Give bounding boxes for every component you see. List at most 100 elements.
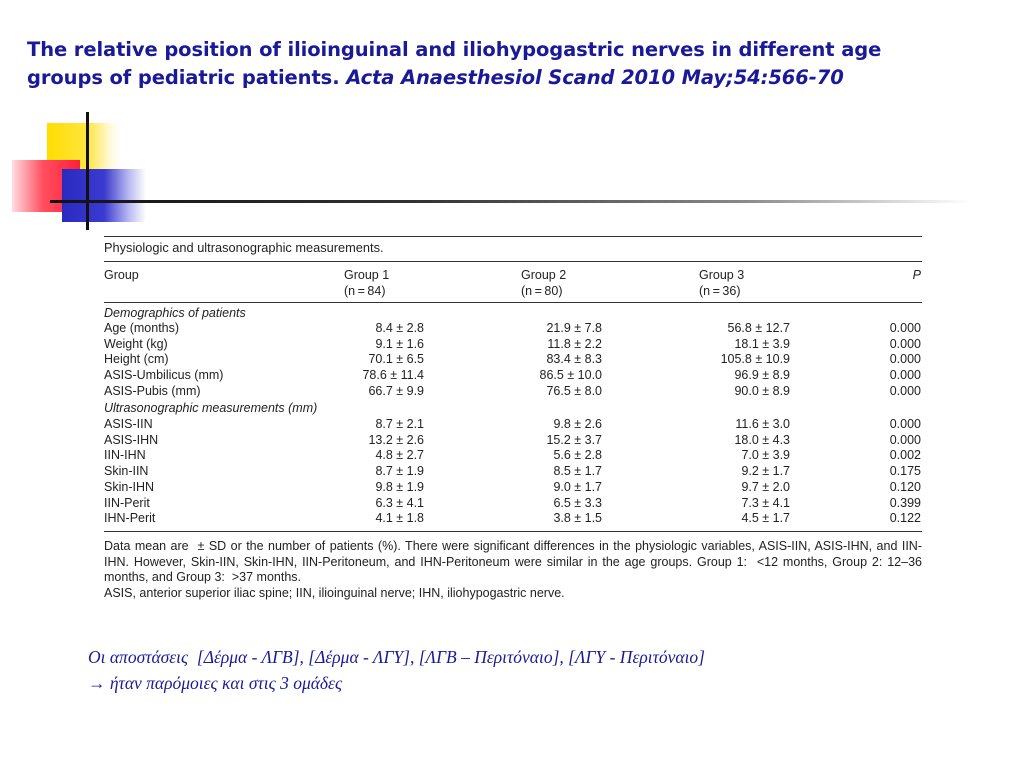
section-demographics: Demographics of patients — [104, 305, 922, 321]
p-value: 0.002 — [889, 448, 921, 463]
group2-value: 9.0 ± 1.7 — [553, 479, 602, 494]
p-value: 0.000 — [889, 352, 921, 367]
p-value: 0.000 — [889, 417, 921, 431]
group1-value: 4.8 ± 2.7 — [375, 448, 424, 463]
group3-value: 7.3 ± 4.1 — [741, 495, 790, 510]
header-rule — [104, 302, 922, 303]
title-text: groups of pediatric patients. — [27, 66, 347, 89]
group2-value: 3.8 ± 1.5 — [553, 511, 602, 526]
greek-line-1: Οι αποστάσεις [Δέρμα - ΛΓΒ], [Δέρμα - ΛΓ… — [88, 647, 705, 667]
group2-value: 5.6 ± 2.8 — [553, 448, 602, 463]
caption-rule — [104, 261, 922, 262]
table-row: ASIS-IHN 13.2 ± 2.6 15.2 ± 3.7 18.0 ± 4.3 0.… — [104, 432, 922, 448]
table-caption: Physiologic and ultrasonographic measure… — [104, 240, 384, 255]
group1-value: 4.1 ± 1.8 — [375, 511, 424, 526]
table-row: Age (months) 8.4 ± 2.8 21.9 ± 7.8 56.8 ± 12… — [104, 320, 922, 336]
table-row: Height (cm) 70.1 ± 6.5 83.4 ± 8.3 105.8 ± 1… — [104, 351, 922, 367]
header-n-row: (n = 84) (n = 80) (n = 36) — [104, 283, 922, 299]
group1-value: 8.4 ± 2.8 — [375, 321, 424, 335]
header-row: Group Group 1 Group 2 Group 3 P — [104, 267, 922, 283]
p-value: 0.000 — [889, 383, 921, 398]
vertical-divider — [86, 112, 89, 230]
group3-value: 4.5 ± 1.7 — [741, 511, 790, 526]
row-label: Age (months) — [104, 321, 180, 335]
decorative-bullet — [0, 0, 1024, 240]
p-value: 0.000 — [889, 368, 921, 383]
table-row: ASIS-Umbilicus (mm) 78.6 ± 11.4 86.5 ± 10.… — [104, 367, 922, 383]
row-label: ASIS-Umbilicus (mm) — [104, 368, 224, 383]
group3-value: 18.0 ± 4.3 — [734, 432, 790, 447]
group3-value: 96.9 ± 8.9 — [734, 368, 790, 383]
table-row: Skin-IIN 8.7 ± 1.9 8.5 ± 1.7 9.2 ± 1.7 0.175 — [104, 463, 922, 479]
row-label: IHN-Perit — [104, 511, 156, 526]
group1-value: 8.7 ± 2.1 — [375, 417, 424, 431]
table-footnote: Data mean are ± SD or the number of pati… — [104, 539, 922, 584]
p-value: 0.000 — [889, 321, 921, 335]
table-bottom-rule — [104, 531, 922, 532]
header-group: Group — [104, 268, 139, 282]
header-group1-n: (n = 84) — [344, 284, 386, 298]
table-row: Weight (kg) 9.1 ± 1.6 11.8 ± 2.2 18.1 ± 3.9… — [104, 336, 922, 352]
section-ultrasonographic: Ultrasonographic measurements (mm) — [104, 400, 922, 416]
group2-value: 9.8 ± 2.6 — [553, 417, 602, 431]
row-label: Height (cm) — [104, 352, 169, 367]
blue-square — [62, 169, 146, 222]
header-group1: Group 1 — [344, 268, 390, 282]
table-row: ASIS-IIN 8.7 ± 2.1 9.8 ± 2.6 11.6 ± 3.0 0.00… — [104, 416, 922, 432]
group2-value: 8.5 ± 1.7 — [553, 464, 602, 479]
group3-value: 9.2 ± 1.7 — [741, 464, 790, 479]
row-label: Skin-IHN — [104, 479, 155, 494]
table-top-rule — [104, 236, 922, 237]
row-label: ASIS-IHN — [104, 432, 159, 447]
title-line-1: The relative position of ilioinguinal an… — [27, 38, 882, 61]
group2-value: 6.5 ± 3.3 — [553, 495, 602, 510]
row-label: IIN-Perit — [104, 495, 150, 510]
group2-value: 21.9 ± 7.8 — [546, 321, 602, 335]
group1-value: 66.7 ± 9.9 — [368, 383, 424, 398]
header-p: P — [912, 268, 921, 282]
group1-value: 9.1 ± 1.6 — [375, 336, 424, 351]
p-value: 0.000 — [889, 336, 921, 351]
group2-value: 11.8 ± 2.2 — [547, 336, 602, 351]
slide-title: The relative position of ilioinguinal an… — [27, 36, 1007, 92]
group1-value: 78.6 ± 11.4 — [362, 368, 424, 383]
citation: Acta Anaesthesiol Scand 2010 May;54:566-… — [346, 66, 844, 89]
row-label: Skin-IIN — [104, 464, 149, 479]
group2-value: 83.4 ± 8.3 — [546, 352, 602, 367]
table-row: IHN-Perit 4.1 ± 1.8 3.8 ± 1.5 4.5 ± 1.7 0.12… — [104, 510, 922, 526]
table-row: IIN-Perit 6.3 ± 4.1 6.5 ± 3.3 7.3 ± 4.1 0.39… — [104, 495, 922, 511]
row-label: ASIS-Pubis (mm) — [104, 383, 201, 398]
section-label: Ultrasonographic measurements (mm) — [104, 401, 318, 415]
row-label: Weight (kg) — [104, 336, 168, 351]
group3-value: 105.8 ± 10.9 — [720, 352, 790, 367]
table-row: IIN-IHN 4.8 ± 2.7 5.6 ± 2.8 7.0 ± 3.9 0.002 — [104, 447, 922, 463]
group3-value: 9.7 ± 2.0 — [741, 479, 790, 494]
header-group2: Group 2 — [521, 268, 567, 282]
greek-summary: Οι αποστάσεις [Δέρμα - ΛΓΒ], [Δέρμα - ΛΓ… — [88, 644, 948, 696]
p-value: 0.399 — [889, 495, 921, 510]
row-label: IIN-IHN — [104, 448, 146, 463]
group1-value: 6.3 ± 4.1 — [375, 495, 424, 510]
group3-value: 18.1 ± 3.9 — [734, 336, 790, 351]
group1-value: 8.7 ± 1.9 — [375, 464, 424, 479]
table-row: Skin-IHN 9.8 ± 1.9 9.0 ± 1.7 9.7 ± 2.0 0.120 — [104, 479, 922, 495]
group3-value: 90.0 ± 8.9 — [734, 383, 790, 398]
group3-value: 56.8 ± 12.7 — [727, 321, 790, 335]
group2-value: 86.5 ± 10.0 — [539, 368, 602, 383]
table-row: ASIS-Pubis (mm) 66.7 ± 9.9 76.5 ± 8.0 90.0 … — [104, 383, 922, 399]
section-label: Demographics of patients — [104, 306, 246, 320]
group1-value: 13.2 ± 2.6 — [368, 432, 424, 447]
table-abbreviations: ASIS, anterior superior iliac spine; IIN… — [104, 586, 565, 600]
group1-value: 9.8 ± 1.9 — [375, 479, 424, 494]
header-group2-n: (n = 80) — [521, 284, 563, 298]
title-line-2: groups of pediatric patients. Acta Anaes… — [27, 64, 1007, 92]
p-value: 0.120 — [889, 479, 921, 494]
p-value: 0.122 — [889, 511, 921, 526]
greek-line-2: → ήταν παρόμοιες και στις 3 ομάδες — [88, 673, 343, 693]
p-value: 0.175 — [889, 464, 921, 479]
group1-value: 70.1 ± 6.5 — [368, 352, 424, 367]
group3-value: 7.0 ± 3.9 — [741, 448, 790, 463]
header-group3: Group 3 — [699, 268, 745, 282]
p-value: 0.000 — [889, 432, 921, 447]
row-label: ASIS-IIN — [104, 417, 153, 431]
